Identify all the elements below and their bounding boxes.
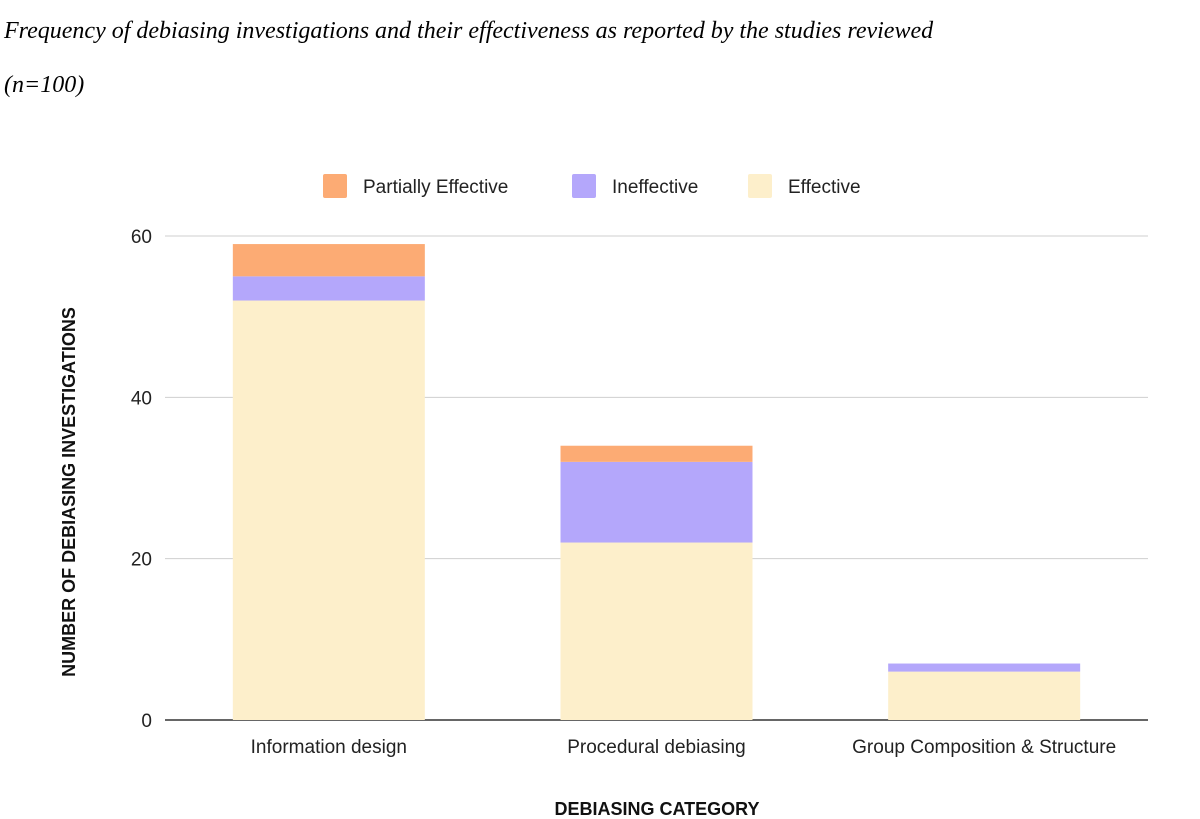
legend-swatch — [748, 174, 772, 198]
y-tick-label: 60 — [131, 227, 152, 248]
y-tick-label: 0 — [141, 711, 152, 732]
y-tick-label: 20 — [131, 550, 152, 571]
legend-swatch — [572, 174, 596, 198]
caption-line-1: Frequency of debiasing investigations an… — [4, 18, 934, 44]
bar-segment-partially-effective — [232, 244, 425, 277]
bar-segment-effective — [560, 542, 753, 720]
legend-label: Partially Effective — [363, 177, 508, 198]
legend-label: Effective — [788, 177, 861, 198]
caption-line-2: (n=100) — [4, 72, 85, 98]
bars — [232, 244, 1081, 720]
y-tick-labels: 0 20 40 60 — [131, 227, 152, 732]
bar-segment-partially-effective — [560, 445, 753, 462]
legend-swatch — [323, 174, 347, 198]
legend: Partially Effective Ineffective Effective — [323, 174, 861, 198]
legend-label: Ineffective — [612, 177, 698, 198]
x-tick-label: Information design — [251, 737, 407, 758]
y-axis-title: NUMBER OF DEBIASING INVESTIGATIONS — [59, 307, 79, 677]
bar-segment-ineffective — [888, 663, 1081, 672]
x-axis-title: DEBIASING CATEGORY — [554, 799, 759, 819]
bar-segment-ineffective — [232, 276, 425, 301]
bar-segment-effective — [888, 671, 1081, 720]
x-tick-label: Group Composition & Structure — [852, 737, 1116, 758]
x-tick-label: Procedural debiasing — [567, 737, 746, 758]
bar-segment-ineffective — [560, 461, 753, 543]
figure-caption: Frequency of debiasing investigations an… — [4, 4, 1199, 112]
y-tick-label: 40 — [131, 388, 152, 409]
x-tick-labels: Information design Procedural debiasing Gr… — [251, 737, 1117, 758]
bar-segment-effective — [232, 300, 425, 720]
